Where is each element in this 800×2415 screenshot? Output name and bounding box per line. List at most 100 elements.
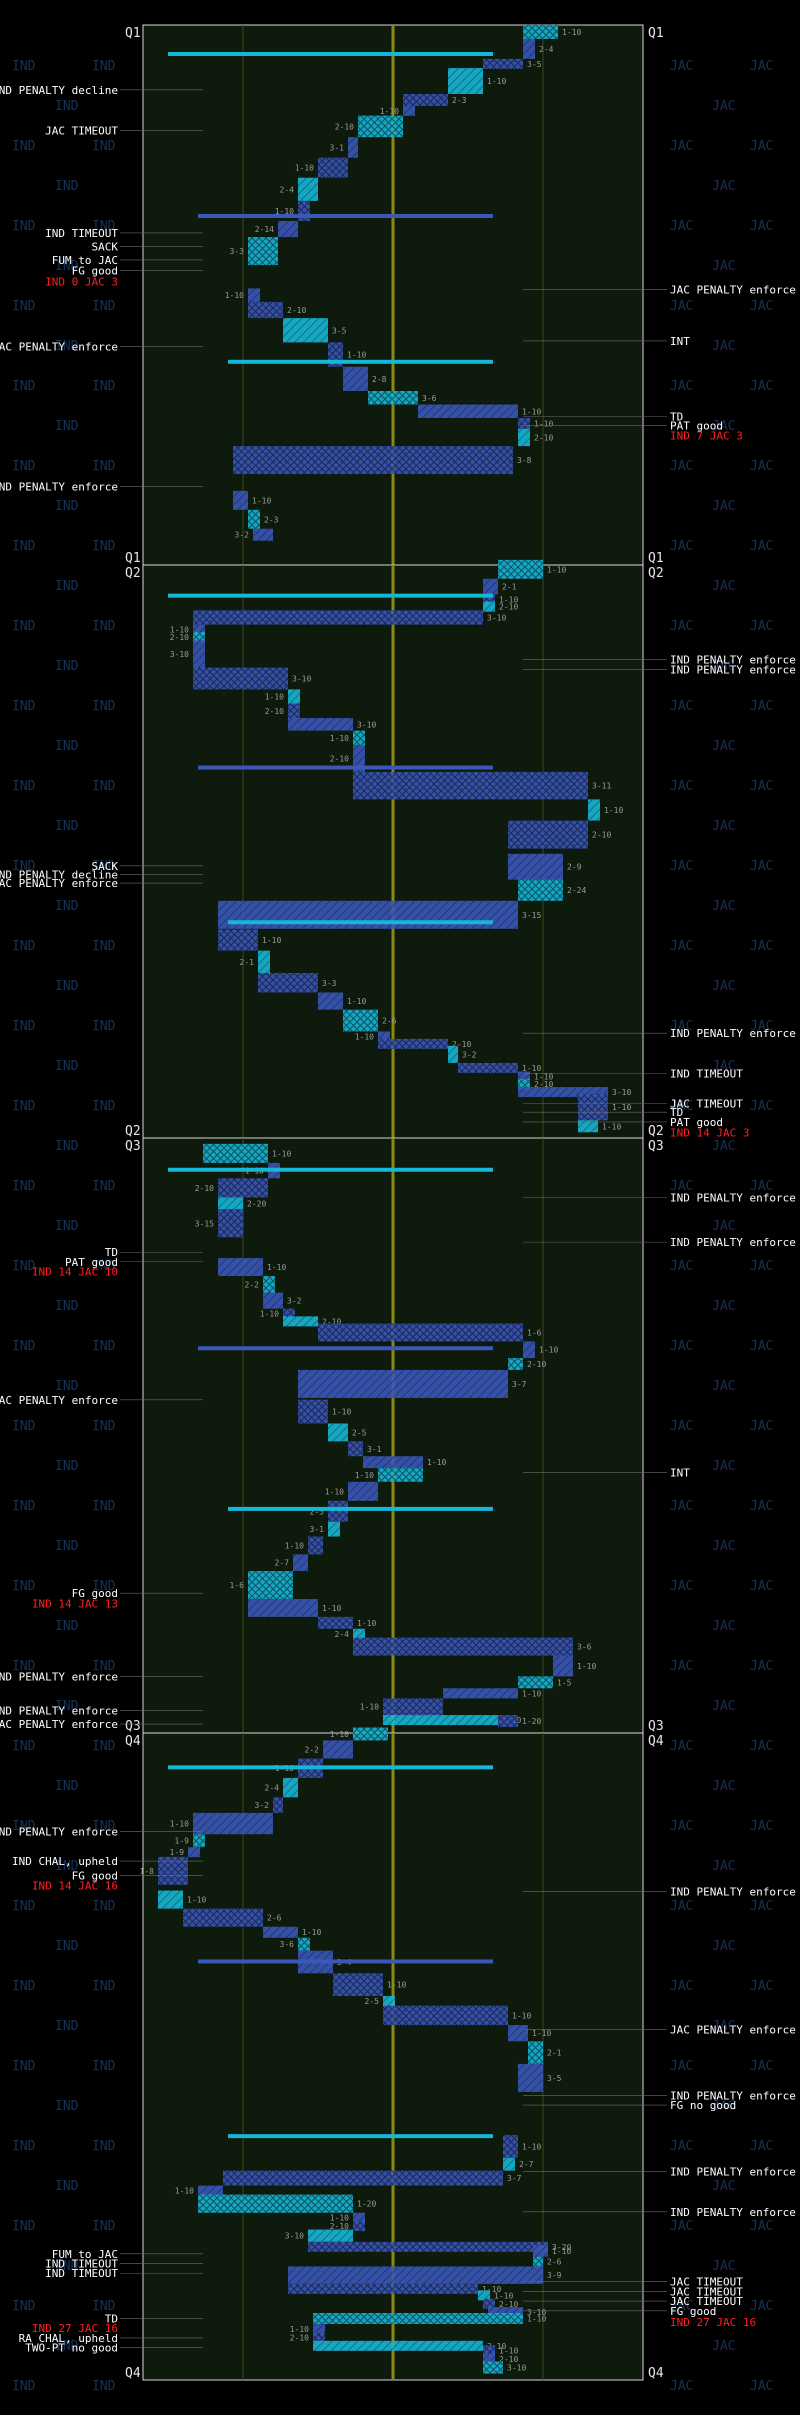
team-watermark: JAC (750, 459, 773, 474)
drive-play-texture (508, 1358, 523, 1370)
down-distance-label: 1-10 (534, 419, 553, 428)
down-distance-label: 1-10 (322, 1604, 341, 1613)
team-watermark: IND (12, 939, 36, 954)
play-annotation-left: IND PENALTY enforce (0, 1704, 118, 1717)
drive-play-texture (218, 1197, 243, 1210)
team-watermark: IND (55, 659, 79, 674)
drive-play-texture (483, 2345, 495, 2356)
kickoff-bar (228, 2134, 493, 2139)
down-distance-label: 2-10 (534, 433, 553, 442)
team-watermark: IND (92, 1499, 116, 1514)
team-watermark: IND (12, 2379, 36, 2394)
drive-play-texture (198, 2185, 223, 2196)
team-watermark: JAC (670, 1979, 693, 1994)
team-watermark: JAC (750, 939, 773, 954)
team-watermark: JAC (670, 1259, 693, 1274)
team-watermark: IND (12, 2139, 36, 2154)
down-distance-label: 1-10 (527, 2315, 546, 2324)
team-watermark: JAC (750, 1179, 773, 1194)
drive-play-texture (288, 2266, 543, 2284)
team-watermark: JAC (712, 1299, 735, 1314)
team-watermark: JAC (750, 299, 773, 314)
team-watermark: IND (92, 1899, 116, 1914)
team-watermark: IND (12, 2219, 36, 2234)
down-distance-label: 2-10 (170, 633, 189, 642)
down-distance-label: 2-10 (527, 1360, 546, 1369)
drive-play-texture (283, 318, 328, 343)
down-distance-label: 1-10 (332, 1408, 351, 1417)
drive-play-texture (523, 24, 558, 39)
quarter-label: Q1 (648, 26, 664, 41)
drive-play-texture (578, 1093, 608, 1121)
play-annotation-left: IND TIMEOUT (45, 2258, 118, 2271)
team-watermark: JAC (750, 2059, 773, 2074)
down-distance-label: 1-10 (602, 1122, 621, 1131)
team-watermark: IND (12, 619, 36, 634)
down-distance-label: 1-10 (265, 693, 284, 702)
drive-play-texture (448, 1045, 458, 1063)
team-watermark: IND (92, 619, 116, 634)
drive-play-texture (263, 1292, 283, 1309)
team-watermark: IND (92, 1099, 116, 1114)
down-distance-label: 1-6 (230, 1581, 245, 1590)
drive-play-texture (258, 950, 270, 974)
drive-play-texture (288, 2283, 478, 2294)
drive-play-texture (353, 1637, 573, 1656)
down-distance-label: 3-10 (487, 2342, 506, 2351)
drive-play-texture (383, 1995, 395, 2006)
down-distance-label: 1-10 (494, 2291, 513, 2300)
down-distance-label: 3-15 (195, 1219, 214, 1228)
kickoff-bar (198, 214, 493, 218)
team-watermark: IND (12, 219, 36, 234)
team-watermark: IND (55, 819, 79, 834)
play-annotation-left: IND 27 JAC 16 (32, 2322, 118, 2335)
down-distance-label: 1-10 (532, 2029, 551, 2038)
team-watermark: JAC (750, 859, 773, 874)
down-distance-label: 3-6 (422, 394, 437, 403)
drive-play-texture (518, 879, 563, 901)
down-distance-label: 1-10 (275, 207, 294, 216)
down-distance-label: 2-5 (310, 1507, 325, 1516)
down-distance-label: 1-10 (330, 2214, 349, 2223)
down-distance-label: 1-10 (285, 1541, 304, 1550)
team-watermark: IND (55, 1619, 79, 1634)
drive-play-texture (278, 220, 298, 238)
down-distance-label: 3-2 (235, 531, 250, 540)
down-distance-label: 1-10 (522, 2142, 541, 2151)
team-watermark: IND (92, 699, 116, 714)
down-distance-label: 2-1 (547, 2049, 562, 2058)
team-watermark: IND (12, 699, 36, 714)
drive-play-texture (218, 1178, 268, 1198)
kickoff-bar (198, 1346, 493, 1351)
team-watermark: IND (92, 219, 116, 234)
team-watermark: JAC (750, 1579, 773, 1594)
team-watermark: IND (92, 1819, 116, 1834)
team-watermark: IND (92, 459, 116, 474)
down-distance-label: 1-10 (387, 1981, 406, 1990)
play-annotation-right: JAC TIMEOUT (670, 2276, 743, 2289)
down-distance-label: 1-10 (262, 936, 281, 945)
team-watermark: IND (55, 1139, 79, 1154)
down-distance-label: 1-10 (175, 2187, 194, 2196)
play-annotation-left: JAC PENALTY enforce (0, 877, 118, 890)
drive-play-texture (298, 177, 318, 201)
down-distance-label: 2-10 (195, 1184, 214, 1193)
down-distance-label: 2-10 (499, 603, 518, 612)
drive-play-texture (258, 973, 318, 993)
play-annotation-right: IND PENALTY enforce (670, 2166, 796, 2179)
play-annotation-left: IND 14 JAC 13 (32, 1597, 118, 1610)
team-watermark: JAC (670, 2379, 693, 2394)
team-watermark: JAC (750, 1259, 773, 1274)
down-distance-label: 2-2 (305, 1745, 320, 1754)
drive-play-texture (333, 1973, 383, 1996)
team-watermark: IND (55, 2339, 79, 2354)
team-watermark: IND (55, 1459, 79, 1474)
drive-play-texture (518, 418, 530, 429)
down-distance-label: 1-10 (487, 77, 506, 86)
team-watermark: JAC (670, 379, 693, 394)
team-watermark: IND (92, 379, 116, 394)
team-watermark: JAC (670, 1899, 693, 1914)
play-annotation-right: IND TIMEOUT (670, 1067, 743, 1080)
team-watermark: JAC (750, 2219, 773, 2234)
down-distance-label: 2-10 (265, 707, 284, 716)
